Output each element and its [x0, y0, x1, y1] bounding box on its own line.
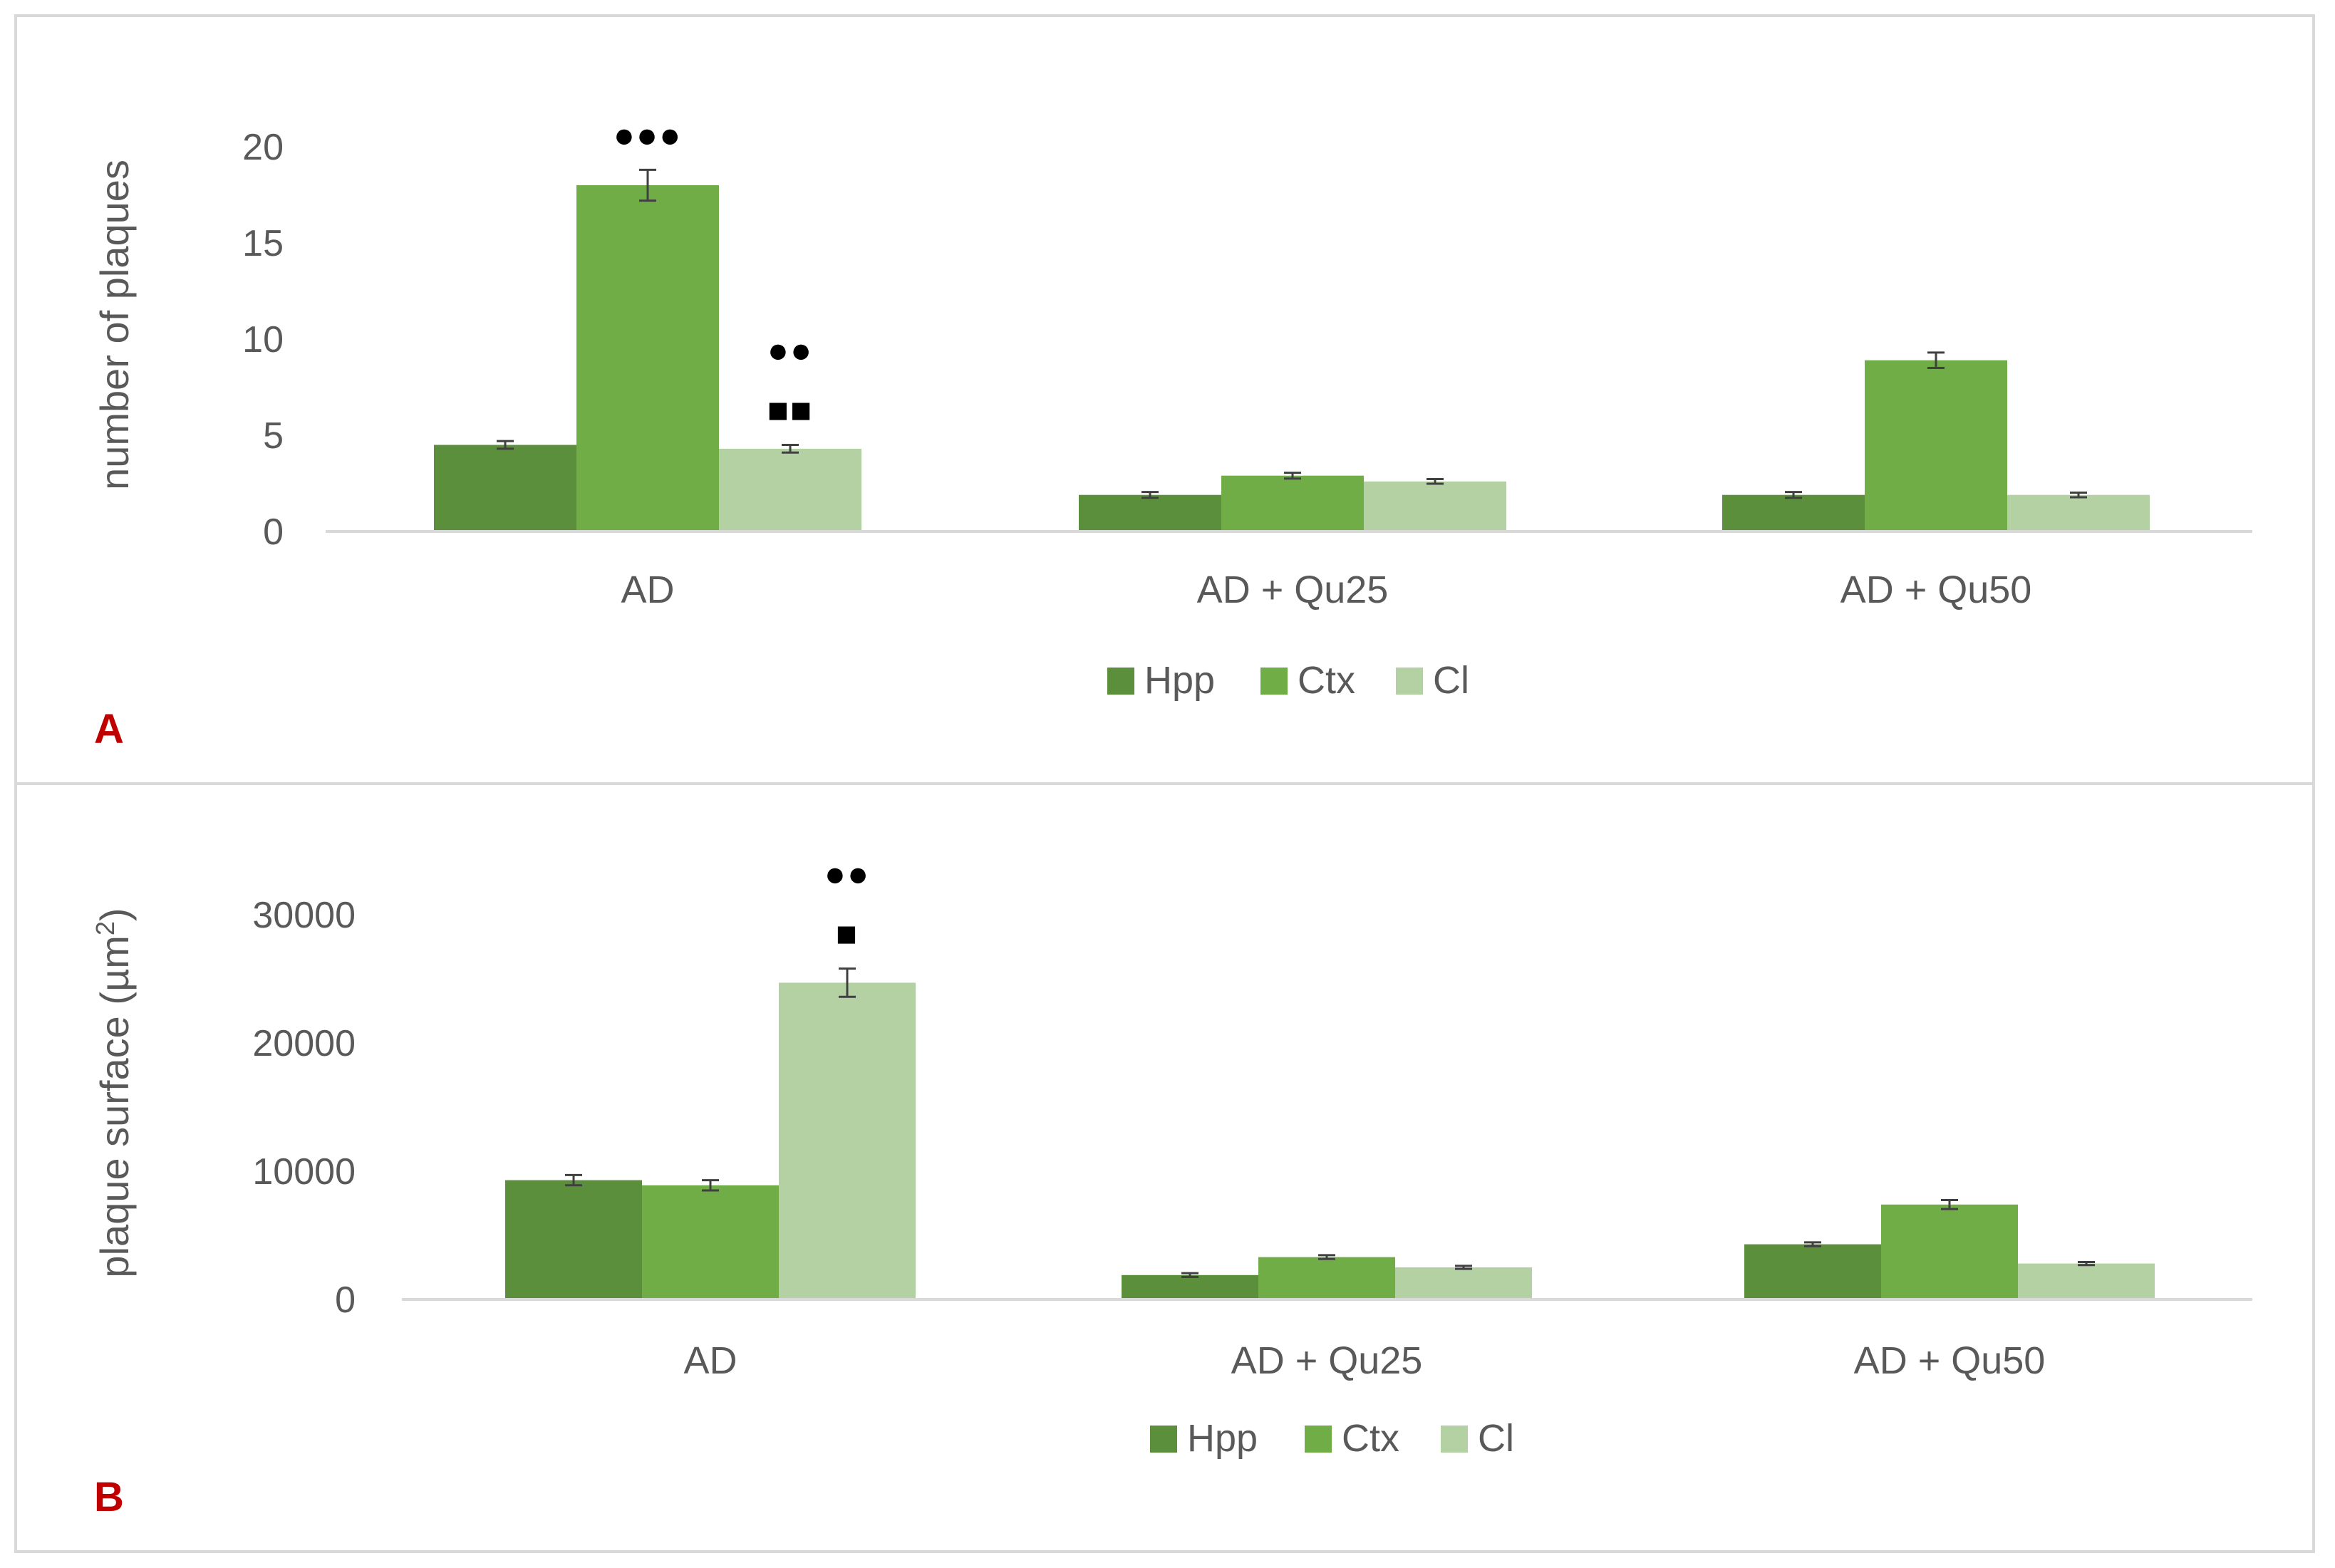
error-bar-cl-0	[782, 444, 799, 454]
error-bar-cl-2	[2070, 491, 2087, 499]
category-label-1: AD + Qu25	[1197, 568, 1389, 611]
y-axis-title-superscript: 2	[90, 921, 120, 935]
error-bar-cl-2	[2078, 1260, 2095, 1267]
error-bar-cl-1	[1455, 1265, 1472, 1270]
bar-cl-1	[1395, 1267, 1532, 1299]
y-tick-label-4: 20	[242, 127, 284, 168]
category-label-2: AD + Qu50	[1854, 1339, 2046, 1382]
y-tick-label-0: 0	[263, 512, 284, 553]
bar-hpp-0	[434, 445, 576, 531]
bar-ctx-1	[1221, 475, 1364, 531]
y-axis-title: plaque surface (µm2)	[90, 908, 138, 1277]
category-label-2: AD + Qu50	[1840, 568, 2032, 611]
panel-label-b: B	[94, 1474, 124, 1520]
bar-hpp-0	[505, 1180, 642, 1299]
bar-hpp-1	[1079, 494, 1221, 531]
significance-marker-0-0: ●●●	[613, 115, 683, 155]
bar-chart-b: 0 10000 20000 30000 plaque surface (µm2) AD AD…	[90, 854, 2252, 1460]
bar-ctx-1	[1258, 1257, 1395, 1299]
y-tick-label-2: 10	[242, 319, 284, 360]
significance-marker-0-0: ●●	[824, 854, 870, 894]
y-axis-title: number of plaques	[92, 160, 137, 490]
bar-ctx-0	[576, 185, 719, 531]
y-tick-label-3: 15	[242, 223, 284, 264]
legend-swatch-ctx	[1260, 668, 1288, 695]
error-bar-ctx-0	[702, 1179, 719, 1192]
panel-label-a: A	[94, 706, 124, 752]
y-axis-title-text: number of plaques	[92, 160, 137, 490]
y-tick-label-1: 10000	[252, 1151, 356, 1193]
error-bar-ctx-1	[1284, 472, 1301, 480]
significance-marker-1-1: ■■	[767, 390, 813, 430]
bar-chart-a: 0 5 10 15 20 number of plaques AD AD + Qu25 AD +…	[92, 115, 2252, 702]
y-tick-label-1: 5	[263, 415, 284, 457]
error-bar-hpp-2	[1785, 491, 1802, 499]
significance-marker-0-1: ■	[836, 914, 859, 954]
bar-hpp-1	[1122, 1274, 1258, 1299]
legend-swatch-cl	[1441, 1426, 1468, 1453]
legend-label-hpp: Hpp	[1144, 659, 1215, 702]
y-tick-label-2: 20000	[252, 1023, 356, 1064]
legend-label-hpp: Hpp	[1187, 1417, 1258, 1460]
chart-panel-a: 0 5 10 15 20 number of plaques AD AD + Qu25 AD +…	[14, 14, 2315, 785]
error-bar-ctx-0	[639, 168, 656, 202]
error-bar-ctx-2	[1927, 351, 1945, 369]
legend-swatch-cl	[1396, 668, 1423, 695]
error-bar-ctx-1	[1318, 1254, 1335, 1260]
legend-label-cl: Cl	[1478, 1417, 1514, 1460]
error-bar-cl-1	[1427, 478, 1444, 485]
error-bar-hpp-2	[1804, 1241, 1821, 1247]
chart-panel-b: 0 10000 20000 30000 plaque surface (µm2) AD AD…	[14, 782, 2315, 1553]
error-bar-cl-0	[839, 967, 856, 998]
y-axis-title-text: plaque surface (µm	[92, 935, 137, 1277]
bar-ctx-2	[1865, 360, 2007, 531]
y-tick-label-3: 30000	[252, 895, 356, 936]
category-label-0: AD	[621, 568, 674, 611]
bar-cl-2	[2007, 494, 2150, 531]
error-bar-hpp-0	[565, 1173, 582, 1187]
legend-label-ctx: Ctx	[1342, 1417, 1399, 1460]
category-label-1: AD + Qu25	[1231, 1339, 1423, 1382]
error-bar-ctx-2	[1941, 1199, 1958, 1210]
category-label-0: AD	[683, 1339, 737, 1382]
legend-label-cl: Cl	[1433, 659, 1469, 702]
bar-ctx-2	[1881, 1204, 2018, 1299]
error-bar-hpp-1	[1181, 1272, 1198, 1278]
legend-label-ctx: Ctx	[1298, 659, 1355, 702]
bar-cl-1	[1364, 481, 1506, 531]
y-axis-title-end: )	[92, 908, 137, 921]
bar-ctx-0	[642, 1185, 779, 1299]
legend-swatch-ctx	[1305, 1426, 1332, 1453]
y-tick-label-0: 0	[335, 1279, 356, 1321]
legend-swatch-hpp	[1150, 1426, 1177, 1453]
bar-hpp-2	[1744, 1244, 1881, 1299]
error-bar-hpp-1	[1141, 491, 1159, 499]
significance-marker-1-0: ●●	[767, 331, 813, 370]
legend-swatch-hpp	[1107, 668, 1134, 695]
bar-cl-2	[2018, 1263, 2155, 1299]
error-bar-hpp-0	[497, 440, 514, 450]
bar-hpp-2	[1722, 494, 1865, 531]
bar-cl-0	[719, 448, 861, 531]
bar-cl-0	[779, 982, 916, 1299]
